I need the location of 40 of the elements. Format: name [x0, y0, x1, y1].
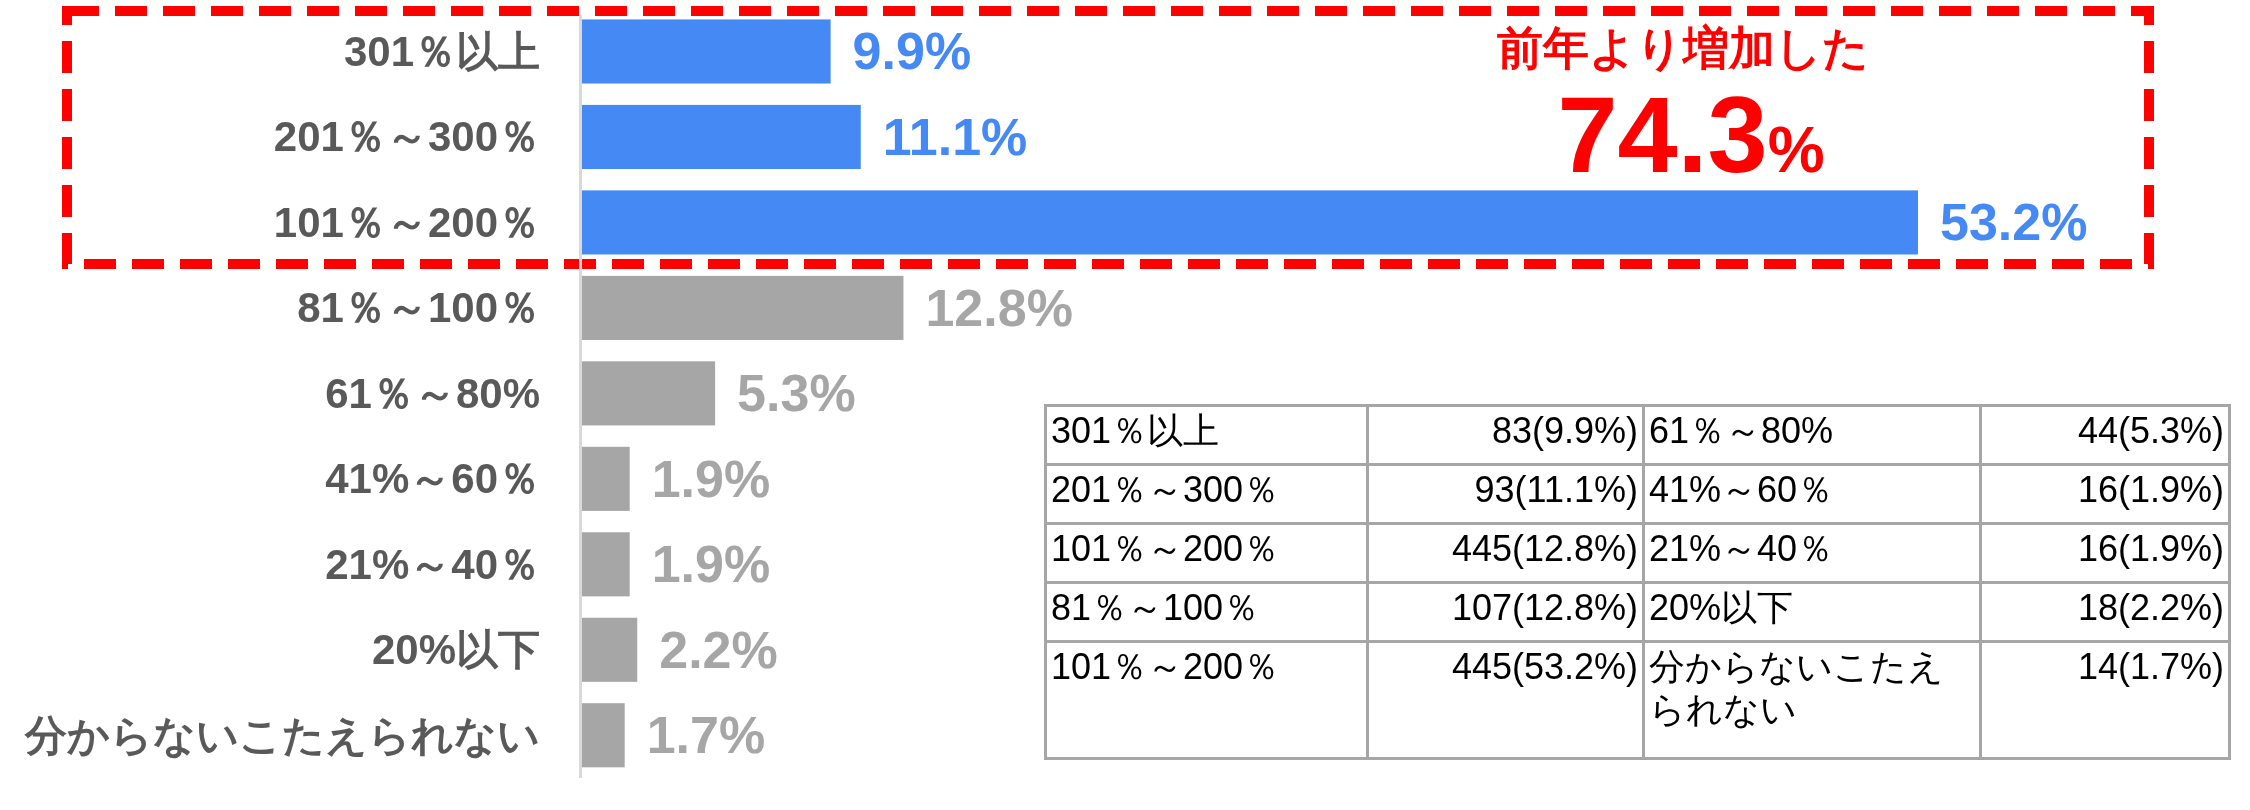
data-label: 2.2%: [659, 620, 778, 679]
text: 16(1.9%): [1980, 464, 2230, 524]
data-label: 53.2%: [1940, 193, 2088, 252]
annotation: 83(9.9%): [1367, 405, 1644, 465]
y-tick-label: 81％～100％: [297, 284, 540, 332]
annotation: 107(12.8%): [1367, 582, 1644, 642]
data-label: 5.3%: [737, 364, 856, 423]
data-label: 1.9%: [651, 535, 771, 594]
text: 18(2.2%): [1980, 582, 2230, 642]
annotation: 61％～80%: [1643, 405, 1981, 465]
y-tick-label: 301％以上: [343, 27, 540, 75]
y-tick-label: 分からないこたえられない: [24, 711, 540, 759]
annotation: 101％～200％: [1045, 523, 1368, 583]
y-tick-label: 61％～80%: [325, 369, 540, 417]
annotation: 81％～100％: [1045, 582, 1368, 642]
annotation: 201％～300％: [1045, 464, 1368, 524]
data-label: 1.7%: [646, 706, 766, 765]
y-tick-label: 20%以下: [371, 626, 540, 674]
annotation: 21%～40％: [1643, 523, 1981, 583]
annotation: 分からないこたえられない: [1643, 641, 1981, 759]
text: 16(1.9%): [1980, 523, 2230, 583]
data-label: 1.9%: [651, 449, 771, 508]
annotation: 41%～60％: [1643, 464, 1981, 524]
annotation: 93(11.1%): [1367, 464, 1644, 524]
text: 14(1.7%): [1980, 641, 2230, 759]
data-label: 9.9%: [852, 22, 972, 81]
y-tick-label: 101％～200％: [273, 198, 540, 246]
y-tick-label: 21%～40％: [325, 540, 540, 588]
annotation: 445(12.8%): [1367, 523, 1644, 583]
y-tick-label: 41%～60％: [325, 455, 540, 503]
annotation: 301％以上: [1045, 405, 1368, 465]
annotation: 20%以下: [1643, 582, 1981, 642]
annotation: 前年より増加した: [1497, 22, 1869, 74]
data-label: 11.1%: [882, 107, 1028, 166]
text: 44(5.3%): [1980, 405, 2230, 465]
annotation: 74.3%: [1557, 74, 1825, 195]
annotation: 445(53.2%): [1367, 641, 1644, 759]
annotation: 101％～200％: [1045, 641, 1368, 759]
data-label: 12.8%: [925, 278, 1073, 337]
y-tick-label: 201％～300％: [273, 113, 540, 161]
